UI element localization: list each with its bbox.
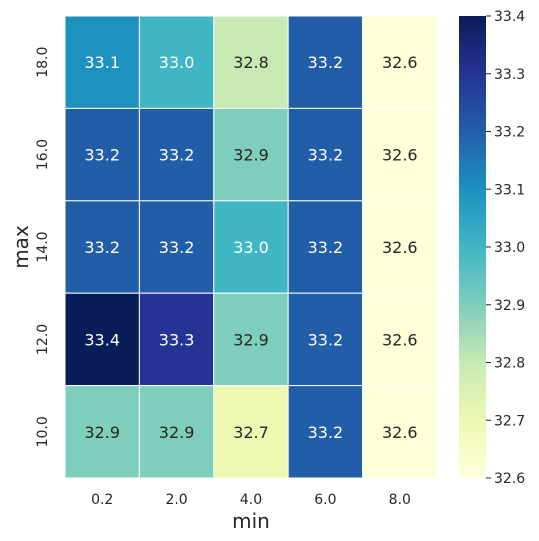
heatmap-cell [362, 385, 438, 479]
y-axis-title: max [9, 225, 33, 269]
x-axis: 0.2 2.0 4.0 6.0 8.0 min [91, 492, 411, 533]
cell-value-label: 32.9 [233, 330, 269, 349]
cell-value-label: 33.2 [308, 238, 344, 257]
cell-value-label: 33.2 [84, 238, 120, 257]
x-tick-label: 8.0 [389, 492, 411, 508]
y-tick-label: 14.0 [35, 231, 51, 262]
colorbar-tick-label: 33.4 [494, 9, 525, 25]
cell-value-label: 33.1 [84, 53, 120, 72]
colorbar-gradient [459, 16, 486, 478]
heatmap-cells: 33.1 33.0 32.8 33.2 32.6 33.2 33.2 32.9 33.2 32.6… [64, 15, 438, 479]
heatmap-cell [138, 15, 215, 109]
x-tick-label: 6.0 [314, 492, 336, 508]
colorbar-tick-label: 33.0 [494, 240, 525, 256]
cell-value-label: 32.9 [233, 146, 269, 165]
cell-value-label: 33.3 [159, 330, 195, 349]
colorbar-tick-label: 32.8 [494, 356, 525, 372]
cell-value-label: 32.8 [233, 53, 269, 72]
colorbar-tick-label: 33.3 [494, 67, 525, 83]
cell-value-label: 32.6 [382, 330, 418, 349]
x-tick-label: 2.0 [165, 492, 187, 508]
heatmap-cell [64, 15, 140, 109]
colorbar: 32.6 32.7 32.8 32.9 33.0 33.1 33.2 33.3 33.4 [459, 9, 525, 487]
y-tick-label: 10.0 [35, 416, 51, 447]
heatmap-cell [138, 385, 215, 479]
heatmap-cell [138, 200, 215, 294]
y-tick-label: 16.0 [35, 139, 51, 170]
cell-value-label: 33.0 [159, 53, 195, 72]
heatmap-cell [213, 15, 289, 109]
cell-value-label: 33.2 [308, 330, 344, 349]
heatmap-cell [362, 107, 438, 202]
cell-value-label: 33.2 [159, 146, 195, 165]
cell-value-label: 32.6 [382, 423, 418, 442]
cell-value-label: 33.0 [233, 238, 269, 257]
cell-value-label: 33.2 [159, 238, 195, 257]
heatmap-cell [362, 200, 438, 294]
heatmap-cell [213, 200, 289, 294]
heatmap-cell [138, 292, 215, 387]
heatmap-cell [287, 292, 364, 387]
cell-value-label: 33.2 [308, 423, 344, 442]
y-tick-label: 18.0 [35, 47, 51, 78]
colorbar-tick-label: 32.7 [494, 413, 525, 429]
cell-value-label: 32.9 [159, 423, 195, 442]
cell-value-label: 33.2 [84, 146, 120, 165]
cell-value-label: 33.4 [84, 330, 120, 349]
heatmap-cell [64, 385, 140, 479]
heatmap-cell [213, 107, 289, 202]
cell-value-label: 33.2 [308, 146, 344, 165]
cell-value-label: 32.6 [382, 146, 418, 165]
heatmap-cell [213, 385, 289, 479]
cell-value-label: 32.6 [382, 238, 418, 257]
colorbar-tick-label: 32.9 [494, 298, 525, 314]
cell-value-label: 33.2 [308, 53, 344, 72]
colorbar-tick-label: 33.2 [494, 125, 525, 141]
x-axis-title: min [232, 509, 270, 533]
colorbar-tick-label: 32.6 [494, 471, 525, 487]
heatmap-cell [64, 292, 140, 387]
cell-value-label: 32.6 [382, 53, 418, 72]
y-axis: 18.0 16.0 14.0 12.0 10.0 max [9, 47, 51, 448]
heatmap-cell [287, 200, 364, 294]
colorbar-tick-label: 33.1 [494, 182, 525, 198]
cell-value-label: 32.7 [233, 423, 269, 442]
heatmap-cell [362, 292, 438, 387]
y-tick-label: 12.0 [35, 324, 51, 355]
heatmap-cell [64, 107, 140, 202]
heatmap-cell [213, 292, 289, 387]
x-tick-label: 0.2 [91, 492, 113, 508]
cell-value-label: 32.9 [84, 423, 120, 442]
heatmap-cell [287, 15, 364, 109]
heatmap-cell [362, 15, 438, 109]
x-tick-label: 4.0 [240, 492, 262, 508]
